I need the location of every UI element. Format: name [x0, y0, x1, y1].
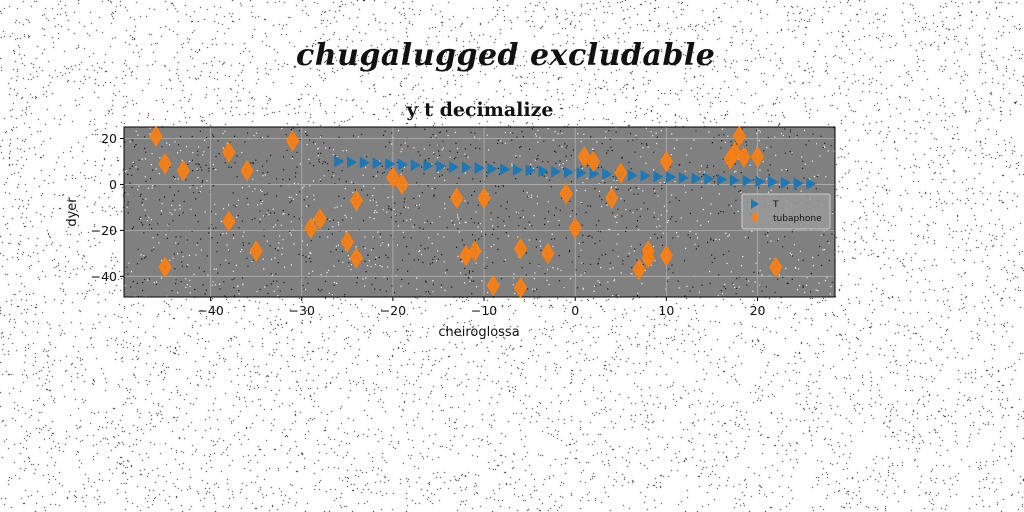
- point-T: [755, 175, 766, 188]
- y-tick-label: −20: [91, 223, 117, 238]
- point-tubaphone: [728, 141, 742, 163]
- plot-frame: [123, 126, 836, 298]
- point-T: [423, 159, 434, 172]
- point-T: [704, 172, 715, 185]
- point-tubaphone: [395, 173, 409, 196]
- point-tubaphone: [541, 242, 555, 265]
- point-T: [538, 165, 549, 178]
- x-tick-label: −30: [289, 303, 315, 318]
- point-T: [576, 166, 587, 179]
- point-tubaphone: [158, 153, 172, 175]
- point-T: [551, 165, 562, 178]
- point-tubaphone: [737, 146, 751, 168]
- point-tubaphone: [450, 187, 464, 209]
- point-tubaphone: [222, 210, 236, 232]
- legend-marker-T: [751, 199, 759, 209]
- point-T: [385, 157, 396, 170]
- point-T: [742, 174, 753, 187]
- point-T: [449, 160, 460, 173]
- point-tubaphone: [286, 130, 300, 152]
- x-tick-label: 0: [571, 303, 579, 318]
- point-tubaphone: [513, 277, 528, 299]
- point-tubaphone: [468, 240, 482, 262]
- point-T: [563, 166, 574, 179]
- point-tubaphone: [769, 256, 783, 278]
- point-tubaphone: [641, 247, 655, 269]
- point-tubaphone: [486, 274, 500, 297]
- point-T: [461, 161, 472, 174]
- point-tubaphone: [659, 244, 673, 267]
- legend-box: [741, 193, 831, 230]
- plot-noise-light: [124, 127, 836, 299]
- point-tubaphone: [477, 187, 491, 209]
- y-axis-label: dyer: [65, 197, 80, 227]
- point-tubaphone: [149, 125, 163, 147]
- y-tick-label: 0: [109, 177, 117, 192]
- point-tubaphone: [614, 162, 628, 184]
- point-tubaphone: [386, 166, 400, 189]
- x-tick-label: 10: [658, 303, 674, 318]
- point-tubaphone: [605, 187, 619, 209]
- point-T: [768, 175, 779, 188]
- point-T: [346, 156, 357, 169]
- point-tubaphone: [240, 159, 254, 182]
- x-tick-label: −20: [380, 303, 406, 318]
- point-T: [666, 171, 677, 184]
- point-tubaphone: [659, 150, 673, 173]
- point-T: [525, 164, 536, 177]
- point-T: [729, 174, 740, 187]
- point-T: [691, 172, 702, 185]
- point-tubaphone: [559, 182, 573, 205]
- point-T: [717, 173, 728, 186]
- point-T: [334, 155, 345, 168]
- point-T: [640, 169, 651, 182]
- point-tubaphone: [349, 189, 363, 212]
- x-tick-label: 20: [750, 303, 766, 318]
- point-T: [436, 160, 447, 173]
- legend-label-T: T: [772, 200, 779, 210]
- point-tubaphone: [349, 247, 363, 269]
- point-T: [474, 162, 485, 175]
- point-tubaphone: [313, 208, 327, 230]
- point-T: [678, 171, 689, 184]
- point-tubaphone: [340, 231, 354, 253]
- point-tubaphone: [222, 141, 236, 163]
- point-tubaphone: [732, 125, 746, 147]
- point-tubaphone: [176, 159, 190, 182]
- point-T: [780, 176, 791, 189]
- y-tick-label: −40: [91, 269, 117, 284]
- point-T: [372, 157, 383, 170]
- x-tick-label: −10: [471, 303, 497, 318]
- point-tubaphone: [750, 146, 765, 168]
- legend-marker-tubaphone: [752, 211, 758, 224]
- x-tick-label: −40: [197, 303, 223, 318]
- point-tubaphone: [586, 150, 600, 173]
- point-tubaphone: [513, 238, 528, 260]
- point-tubaphone: [632, 258, 646, 281]
- legend-label-tubaphone: tubaphone: [773, 214, 822, 224]
- x-axis-label: cheiroglossa: [438, 325, 519, 340]
- point-T: [806, 177, 817, 190]
- point-T: [589, 167, 600, 180]
- point-T: [512, 163, 523, 176]
- point-T: [410, 159, 421, 172]
- point-tubaphone: [249, 240, 263, 262]
- point-T: [487, 162, 498, 175]
- point-T: [653, 170, 664, 183]
- point-T: [602, 168, 613, 181]
- point-tubaphone: [158, 256, 172, 278]
- point-tubaphone: [304, 217, 318, 239]
- point-T: [627, 169, 638, 182]
- plot-area: [124, 127, 835, 297]
- y-tick-label: 20: [101, 131, 117, 146]
- point-tubaphone: [577, 146, 591, 168]
- point-T: [359, 156, 370, 169]
- point-T: [793, 177, 804, 190]
- point-tubaphone: [568, 217, 582, 239]
- point-T: [500, 163, 511, 176]
- chart-title: y t decimalize: [406, 99, 554, 121]
- point-T: [398, 158, 409, 171]
